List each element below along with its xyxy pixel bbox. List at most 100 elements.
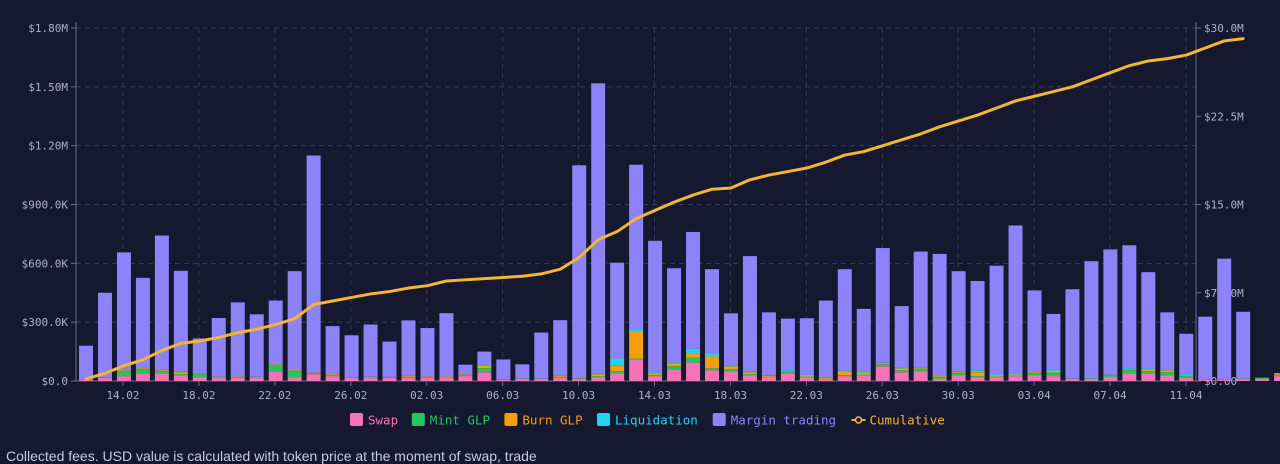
bar-segment <box>895 370 909 372</box>
bar-segment <box>648 375 662 376</box>
bar-segment <box>364 377 378 378</box>
bar-segment <box>876 364 890 366</box>
bar-segment <box>762 377 776 381</box>
bar-segment <box>648 372 662 373</box>
bar-segment <box>724 366 738 369</box>
bar-segment <box>553 376 567 377</box>
bar-segment <box>477 364 491 365</box>
bar-segment <box>591 374 605 376</box>
bar-segment <box>629 165 643 330</box>
bar-segment <box>420 377 434 378</box>
bar-segment <box>800 377 814 381</box>
bar-segment <box>952 375 966 381</box>
bar-segment <box>174 374 188 375</box>
bar-segment <box>819 379 833 381</box>
bar-segment <box>838 269 852 370</box>
bar-segment <box>743 372 757 374</box>
bar-segment <box>420 376 434 377</box>
bar-segment <box>572 165 586 378</box>
bar-segment <box>1046 376 1060 381</box>
bar-segment <box>477 368 491 372</box>
bar-segment <box>705 368 719 370</box>
bar-segment <box>857 372 871 373</box>
bar-segment <box>876 363 890 364</box>
bar-segment <box>250 377 264 378</box>
bar-segment <box>515 364 529 378</box>
bar-segment <box>420 328 434 376</box>
bar-segment <box>724 365 738 366</box>
bar-segment <box>686 362 700 381</box>
bar-segment <box>1198 379 1212 380</box>
bar-segment <box>1122 368 1136 369</box>
bar-segment <box>553 378 567 381</box>
bar-segment <box>610 371 624 373</box>
bar-segment <box>439 376 453 377</box>
bar-segment <box>269 371 283 381</box>
bar-segment <box>610 263 624 359</box>
bar-segment <box>553 377 567 378</box>
legend-swatch <box>350 413 363 426</box>
bar-segment <box>648 376 662 381</box>
bar-segment <box>1217 380 1231 381</box>
bar-segment <box>193 377 207 381</box>
bar-segment <box>1141 272 1155 368</box>
bar-segment <box>857 375 871 381</box>
bar-segment <box>876 248 890 363</box>
bar-segment <box>667 366 681 369</box>
bar-segment <box>781 319 795 371</box>
y-left-tick-label: $1.20M <box>28 140 68 153</box>
bar-segment <box>838 376 852 381</box>
bar-segment <box>79 346 93 380</box>
bar-segment <box>648 241 662 372</box>
bar-segment <box>762 376 776 377</box>
bar-segment <box>401 320 415 376</box>
bar-segment <box>686 354 700 358</box>
bar-segment <box>212 378 226 381</box>
bar-segment <box>307 374 321 381</box>
bar-segment <box>629 359 643 381</box>
bar-segment <box>1274 376 1280 381</box>
bar-segment <box>1179 378 1193 381</box>
bar-segment <box>174 271 188 372</box>
bar-segment <box>136 369 150 373</box>
bar-segment <box>800 376 814 377</box>
bar-segment <box>1122 369 1136 370</box>
bar-segment <box>1217 259 1231 380</box>
bar-segment <box>1122 373 1136 381</box>
bar-segment <box>250 377 264 378</box>
bar-segment <box>117 371 131 376</box>
bar-segment <box>383 377 397 378</box>
bar-segment <box>117 252 131 370</box>
bar-segment <box>838 371 852 375</box>
bar-segment <box>1009 374 1023 375</box>
bar-segment <box>705 269 719 353</box>
bar-segment <box>477 365 491 368</box>
bar-segment <box>933 376 947 377</box>
bar-segment <box>1046 373 1060 376</box>
bar-segment <box>345 378 359 381</box>
bar-segment <box>914 369 928 371</box>
bar-segment <box>326 376 340 381</box>
bar-segment <box>364 378 378 381</box>
bar-segment <box>1028 372 1042 373</box>
bar-segment <box>1160 372 1174 375</box>
bar-segment <box>1274 374 1280 375</box>
bar-segment <box>724 369 738 371</box>
x-tick-label: 22.02 <box>258 389 291 402</box>
bar-segment <box>990 266 1004 375</box>
legend-swatch <box>504 413 517 426</box>
bar-segment <box>250 378 264 381</box>
bar-segment <box>231 302 245 376</box>
bar-segment <box>269 301 283 365</box>
bar-segment <box>914 371 928 381</box>
bar-segment <box>952 271 966 372</box>
bar-segment <box>534 333 548 379</box>
bar-segment <box>534 379 548 381</box>
bar-segment <box>1009 375 1023 376</box>
bar-segment <box>1009 225 1023 373</box>
bar-segment <box>345 335 359 377</box>
bar-segment <box>1028 375 1042 381</box>
bar-segment <box>98 377 112 378</box>
bar-segment <box>1141 368 1155 369</box>
